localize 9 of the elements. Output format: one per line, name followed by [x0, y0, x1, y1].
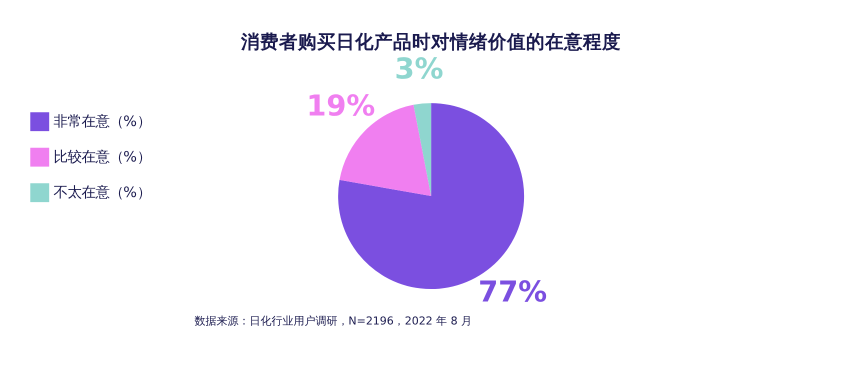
legend-label: 不太在意（%）: [53, 184, 151, 201]
data-label: 19%: [306, 88, 376, 123]
data-label: 3%: [394, 51, 444, 86]
pie-slice: [414, 103, 432, 196]
source-note: 数据来源：日化行业用户调研，N=2196，2022 年 8 月: [194, 314, 472, 328]
data-label: 77%: [478, 274, 548, 309]
chart-title: 消费者购买日化产品时对情绪价值的在意程度: [240, 30, 622, 53]
legend-label: 非常在意（%）: [53, 114, 151, 130]
legend-label: 比较在意（%）: [53, 149, 151, 166]
